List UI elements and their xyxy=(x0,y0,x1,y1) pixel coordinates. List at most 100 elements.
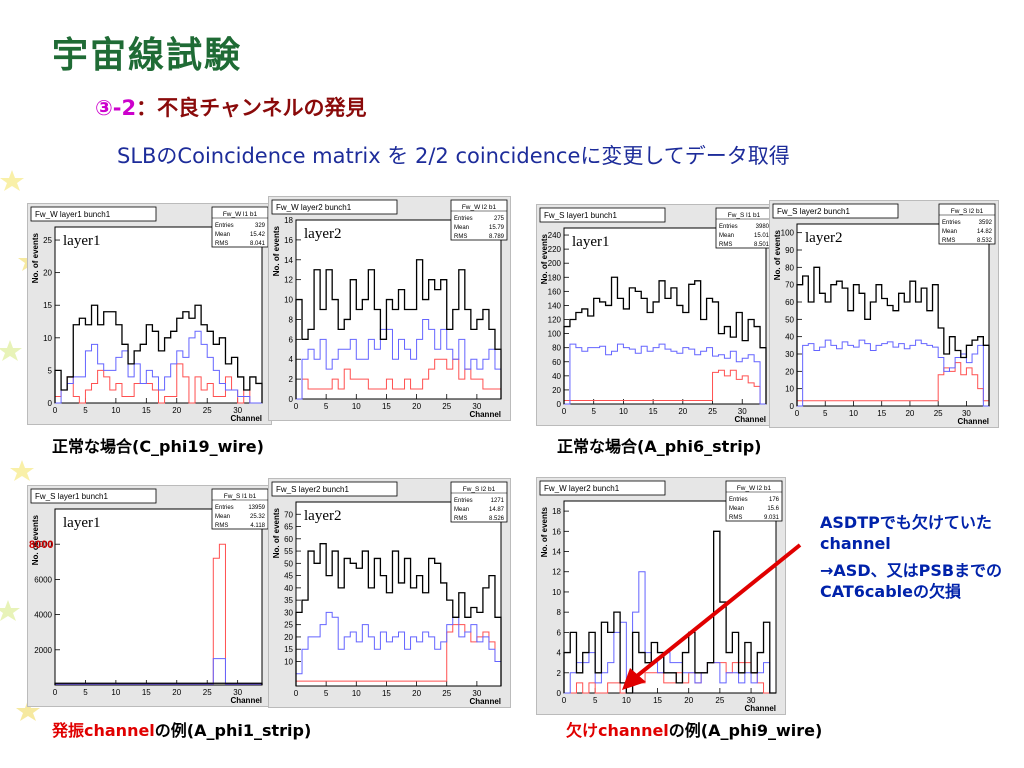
y-tick-label: 2 xyxy=(289,375,294,384)
plot-area xyxy=(295,501,502,687)
x-tick-label: 0 xyxy=(562,407,567,416)
blue-series-line xyxy=(295,611,502,686)
stats-label: Mean xyxy=(942,229,957,235)
x-axis-label: Channel xyxy=(469,410,501,419)
x-tick-label: 5 xyxy=(823,409,828,418)
y-tick-label: 4 xyxy=(289,355,294,364)
y-tick-label: 4 xyxy=(557,649,562,658)
blue-series-line xyxy=(797,339,989,407)
stats-value: 8.789 xyxy=(489,234,505,240)
y-tick-label: 80 xyxy=(785,263,794,272)
stats-label: Mean xyxy=(729,506,744,512)
histogram-fw-w-layer2-missing: Fw_W layer2 bunch1 Fw_W l2 b1 Entries 176 Me… xyxy=(536,477,786,715)
histogram-fw-s-layer1-oscillating: Fw_S layer1 bunch1 Fw_S l1 b1 Entries 13959… xyxy=(27,485,272,707)
blue-series-line xyxy=(296,318,502,400)
y-tick-label: 100 xyxy=(781,229,795,238)
title-box xyxy=(30,488,157,504)
stats-label: Entries xyxy=(215,505,234,511)
stats-box xyxy=(938,203,996,245)
y-tick-label: 70 xyxy=(785,281,794,290)
histogram-fw-s-layer2-oscillating: Fw_S layer2 bunch1 Fw_S l2 b1 Entries 1271 M… xyxy=(268,478,511,708)
y-tick-label: 40 xyxy=(284,584,293,593)
y-tick-label: 18 xyxy=(552,507,561,516)
y-tick-label: 50 xyxy=(785,315,794,324)
stats-label: Entries xyxy=(454,216,473,222)
x-tick-label: 0 xyxy=(795,409,800,418)
y-axis-label: No. of events xyxy=(773,229,782,280)
x-axis-label: Channel xyxy=(230,414,262,423)
y-tick-label: 20 xyxy=(552,386,561,395)
stats-value: 15.6 xyxy=(767,506,779,512)
y-tick-label: 0 xyxy=(790,402,795,411)
y-tick-label: 80 xyxy=(552,344,561,353)
stats-value: 1271 xyxy=(491,498,505,504)
stats-label: RMS xyxy=(215,523,228,529)
y-tick-label: 20 xyxy=(284,633,293,642)
histogram-fw-w-layer2-normal: Fw_W layer2 bunch1 Fw_W l2 b1 Entries 275 Me… xyxy=(268,196,511,421)
y-tick-label: 8 xyxy=(289,315,294,324)
stats-value: 4.118 xyxy=(250,523,265,529)
stats-label: Mean xyxy=(215,232,230,238)
title-box xyxy=(30,206,157,222)
layer-label: layer1 xyxy=(572,234,609,250)
y-tick-label: 25 xyxy=(43,236,52,245)
histogram-fw-s-layer1-normal: Fw_S layer1 bunch1 Fw_S l1 b1 Entries 3980 M… xyxy=(536,204,776,426)
y-tick-label: 20 xyxy=(43,269,52,278)
black-series-line xyxy=(54,682,263,685)
y-tick-label: 0 xyxy=(557,689,562,698)
y-tick-label: 220 xyxy=(548,245,562,254)
stats-name: Fw_S l2 b1 xyxy=(951,208,984,215)
x-tick-label: 20 xyxy=(684,696,693,705)
x-tick-label: 20 xyxy=(905,409,914,418)
y-axis-label: No. of events xyxy=(31,232,40,283)
x-axis-label: Channel xyxy=(230,696,262,705)
y-tick-label: 6000 xyxy=(34,575,52,584)
x-tick-label: 15 xyxy=(142,688,151,697)
stats-value: 15.79 xyxy=(489,225,505,231)
y-tick-label: 70 xyxy=(284,510,293,519)
x-tick-label: 5 xyxy=(83,688,88,697)
y-tick-label: 240 xyxy=(548,231,562,240)
y-tick-label: 2000 xyxy=(34,646,52,655)
stats-label: RMS xyxy=(215,241,228,247)
red-series-line xyxy=(295,624,502,686)
y-tick-label: 15 xyxy=(43,301,52,310)
x-tick-label: 30 xyxy=(233,406,242,415)
blue-series-line xyxy=(564,343,766,405)
y-tick-label: 0 xyxy=(48,399,53,408)
plot-area xyxy=(54,508,263,686)
histogram-title: Fw_S layer2 bunch1 xyxy=(276,485,349,494)
y-tick-label: 65 xyxy=(284,523,293,532)
stats-label: RMS xyxy=(729,515,742,521)
histogram-fw-w-layer1-normal: Fw_W layer1 bunch1 Fw_W l1 b1 Entries 329 Me… xyxy=(27,203,272,425)
y-tick-label: 15 xyxy=(284,645,293,654)
stats-label: Entries xyxy=(454,498,473,504)
x-tick-label: 30 xyxy=(962,409,971,418)
y-tick-label: 16 xyxy=(552,527,561,536)
histogram-title: Fw_W layer1 bunch1 xyxy=(35,210,111,219)
layer-label: layer2 xyxy=(805,230,842,246)
plot-area xyxy=(563,227,767,405)
x-tick-label: 10 xyxy=(619,407,628,416)
x-axis-label: Channel xyxy=(744,704,776,713)
stats-value: 3980 xyxy=(756,224,770,230)
x-tick-label: 20 xyxy=(172,688,181,697)
y-tick-label: 6 xyxy=(557,628,562,637)
y-tick-label: 8 xyxy=(557,608,562,617)
stats-name: Fw_S l1 b1 xyxy=(728,212,761,219)
stats-box xyxy=(211,488,269,530)
y-tick-label: 90 xyxy=(785,246,794,255)
x-tick-label: 5 xyxy=(324,689,329,698)
y-tick-label: 35 xyxy=(284,596,293,605)
y-tick-label: 4000 xyxy=(34,611,52,620)
y-tick-label: 0 xyxy=(289,395,294,404)
x-tick-label: 25 xyxy=(715,696,724,705)
x-tick-label: 0 xyxy=(53,688,58,697)
stats-value: 9.031 xyxy=(764,515,780,521)
layer-label: layer1 xyxy=(63,233,100,249)
stats-name: Fw_W l2 b1 xyxy=(462,204,497,211)
y-tick-label: 18 xyxy=(284,216,293,225)
black-series-line xyxy=(295,259,502,399)
y-tick-label: 60 xyxy=(284,535,293,544)
y-tick-label: 200 xyxy=(548,259,562,268)
